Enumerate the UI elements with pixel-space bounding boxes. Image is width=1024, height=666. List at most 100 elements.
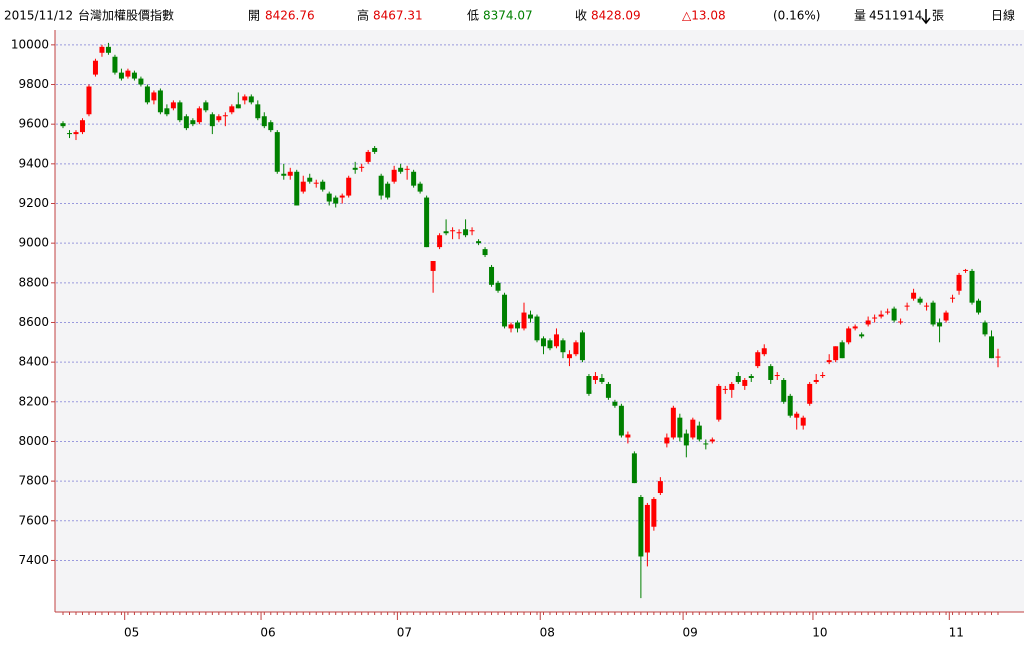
candle-body <box>976 300 982 313</box>
plot-area <box>55 30 1024 612</box>
candle-body <box>86 86 92 115</box>
candle-body <box>969 270 975 303</box>
change-pct: (0.16%) <box>773 9 820 23</box>
candle-body <box>209 114 215 127</box>
candle-body <box>372 147 378 152</box>
candle-body <box>820 375 826 377</box>
close-label: 收 <box>575 9 587 23</box>
candle-body <box>515 322 521 329</box>
candle-body <box>346 177 352 196</box>
candle-body <box>735 376 741 382</box>
candle-body <box>73 132 79 135</box>
candle-body <box>872 317 878 319</box>
volume-value: 4511914 <box>869 9 922 23</box>
candle-body <box>813 379 819 382</box>
candle-body <box>502 294 508 327</box>
candle-body <box>521 312 527 329</box>
candle-body <box>183 116 189 129</box>
candle-body <box>937 322 943 327</box>
candle-body <box>677 417 683 438</box>
volume-label: 量 <box>854 9 866 23</box>
candle-body <box>151 92 157 101</box>
y-tick-label: 7400 <box>18 553 49 567</box>
candle-body <box>787 395 793 416</box>
candle-body <box>411 171 417 186</box>
candle-body <box>79 120 85 133</box>
candle-body <box>482 249 488 256</box>
candle-body <box>943 312 949 321</box>
y-tick-label: 8200 <box>18 394 49 408</box>
candle-body <box>599 378 605 382</box>
y-tick-label: 9800 <box>18 77 49 91</box>
candle-body <box>235 104 241 109</box>
candle-body <box>683 433 689 446</box>
y-tick-label: 10000 <box>11 37 49 51</box>
candle-body <box>904 305 910 307</box>
x-tick-label: 08 <box>540 626 555 640</box>
candle-body <box>774 375 780 377</box>
candle-body <box>781 379 787 402</box>
candle-body <box>352 167 358 170</box>
x-tick-label: 05 <box>124 626 139 640</box>
candle-body <box>534 316 540 341</box>
candle-body <box>852 326 858 329</box>
low-value: 8374.07 <box>483 9 533 23</box>
candle-body <box>625 434 631 438</box>
y-tick-label: 7800 <box>18 474 49 488</box>
candle-body <box>885 311 891 313</box>
candle-body <box>924 305 930 307</box>
candle-body <box>605 383 611 398</box>
y-tick-label: 9400 <box>18 156 49 170</box>
candle-body <box>489 266 495 285</box>
candle-body <box>385 183 391 198</box>
candle-body <box>800 417 806 426</box>
candle-body <box>742 379 748 386</box>
low-label: 低 <box>467 9 479 23</box>
candle-body <box>573 342 579 355</box>
date: 2015/11/12 <box>4 9 73 23</box>
candle-body <box>657 481 663 494</box>
candle-body <box>547 340 553 349</box>
candle-body <box>229 106 235 113</box>
candle-body <box>716 385 722 420</box>
candle-body <box>66 133 72 135</box>
candle-body <box>242 96 248 101</box>
open-value: 8426.76 <box>265 9 315 23</box>
candle-body <box>618 405 624 436</box>
candle-body <box>404 168 410 170</box>
candle-body <box>281 173 287 176</box>
candle-body <box>170 102 176 109</box>
candle-body <box>950 297 956 299</box>
candle-body <box>359 166 365 168</box>
candle-body <box>508 324 514 329</box>
candle-body <box>391 169 397 182</box>
y-tick-label: 8600 <box>18 315 49 329</box>
candle-body <box>196 108 202 123</box>
candle-body <box>190 120 196 125</box>
candle-body <box>365 151 371 162</box>
volume-unit: 張 <box>932 9 944 23</box>
candle-body <box>125 70 131 77</box>
candle-body <box>456 232 462 234</box>
candle-body <box>131 72 137 79</box>
candle-body <box>138 78 144 85</box>
x-tick-label: 06 <box>260 626 275 640</box>
candle-body <box>294 171 300 206</box>
candle-body <box>287 171 293 176</box>
candle-body <box>105 46 111 53</box>
candle-body <box>963 269 969 271</box>
candle-body <box>469 230 475 232</box>
candle-body <box>398 167 404 172</box>
candle-body <box>839 342 845 359</box>
candle-body <box>495 282 501 291</box>
index-name: 台灣加權股價指數 <box>78 8 174 23</box>
candle-body <box>846 328 852 343</box>
candle-body <box>898 321 904 323</box>
candle-body <box>313 182 319 184</box>
candle-body <box>333 197 339 204</box>
candle-body <box>612 401 618 406</box>
candle-body <box>437 235 443 248</box>
candle-body <box>878 314 884 317</box>
